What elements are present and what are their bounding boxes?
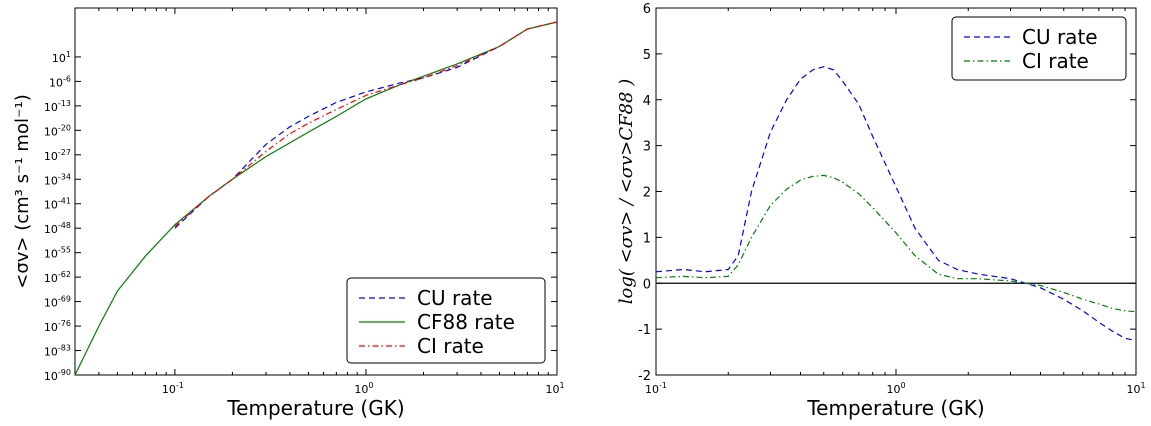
left-y-tick-label: 101 xyxy=(52,50,71,65)
left-y-tick-label: 10-27 xyxy=(44,148,71,163)
left-y-tick-label: 10-55 xyxy=(44,246,71,261)
right-series-line xyxy=(655,174,1137,313)
left-y-tick-label: 10-83 xyxy=(44,344,71,359)
right-y-tick-label: -2 xyxy=(638,369,651,384)
right-y-tick-label: 3 xyxy=(643,140,651,155)
left-series-line xyxy=(74,21,558,376)
legend-box xyxy=(951,16,1127,81)
left-y-tick-label: 10-90 xyxy=(44,368,71,383)
right-y-tick-label: 1 xyxy=(643,231,651,246)
right-y-axis-label: log( <σv> / <σv>CF88 ) xyxy=(616,79,637,305)
right-y-tick-label: 6 xyxy=(643,2,651,17)
legend-label: CU rate xyxy=(1022,25,1098,49)
right-y-tick-label: -1 xyxy=(638,323,651,338)
right-y-tick-label: 2 xyxy=(643,186,651,201)
right-x-tick-label: 10-1 xyxy=(645,381,667,396)
left-y-tick-label: 10-34 xyxy=(44,172,71,187)
legend-box xyxy=(346,277,546,364)
left-chart: 10-1 100 101 101 10-6 10-13 10-20 10-27 10-34 10-… xyxy=(12,7,565,420)
right-series-line xyxy=(655,66,1137,342)
left-y-tick-label: 10-6 xyxy=(49,74,71,89)
right-x-tick-label: 100 xyxy=(886,381,905,396)
left-y-tick-label: 10-48 xyxy=(44,221,71,236)
right-x-tick-label: 101 xyxy=(1126,381,1145,396)
right-y-tick-label: 0 xyxy=(643,277,651,292)
left-x-axis-label: Temperature (GK) xyxy=(226,396,404,420)
left-series-line xyxy=(174,21,558,227)
right-y-tick-label: 4 xyxy=(643,94,651,109)
right-y-tick-label: 5 xyxy=(643,48,651,63)
legend-label: CU rate xyxy=(417,286,493,310)
left-y-tick-label: 10-69 xyxy=(44,295,71,310)
legend-label: CI rate xyxy=(1022,49,1089,73)
left-x-tick-label: 101 xyxy=(545,381,564,396)
left-y-tick-label: 10-62 xyxy=(44,270,71,285)
right-chart: 10-1 100 101 -2 -1 0 1 2 3 4 5 6 Temperature (GK) log… xyxy=(616,2,1146,420)
left-y-tick-label: 10-41 xyxy=(44,197,71,212)
legend-label: CF88 rate xyxy=(417,310,515,334)
left-y-tick-label: 10-76 xyxy=(44,319,71,334)
left-y-tick-label: 10-20 xyxy=(44,123,71,138)
left-series-line xyxy=(174,21,558,229)
left-y-axis-label: <σv> (cm³ s⁻¹ mol⁻¹) xyxy=(12,94,33,288)
left-x-tick-label: 100 xyxy=(354,381,373,396)
left-y-tick-label: 10-13 xyxy=(44,99,71,114)
right-x-axis-label: Temperature (GK) xyxy=(806,396,984,420)
legend-label: CI rate xyxy=(417,334,484,358)
left-x-tick-label: 10-1 xyxy=(162,381,184,396)
